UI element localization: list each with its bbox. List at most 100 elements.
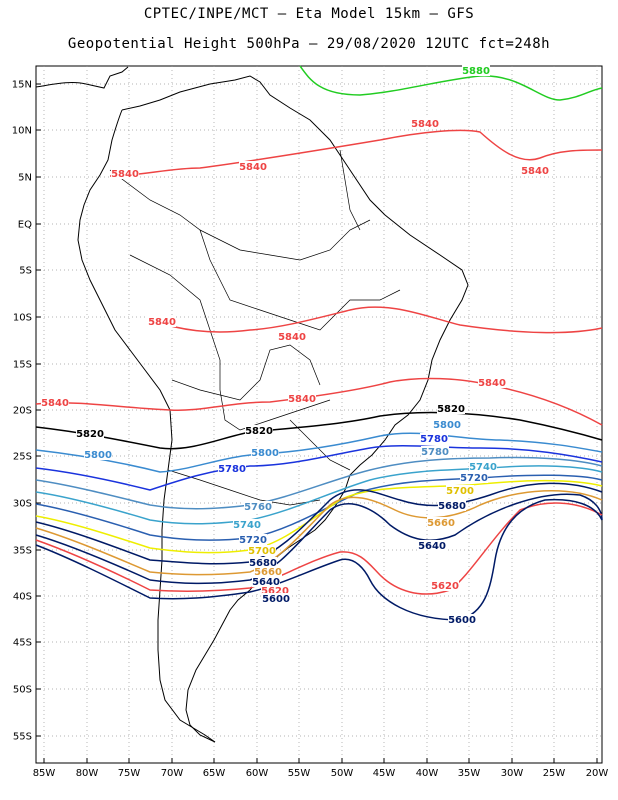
lon-label: 60W bbox=[246, 768, 269, 779]
contour-label-5780: 5780 bbox=[218, 464, 246, 475]
contour-label-5820: 5820 bbox=[437, 404, 465, 415]
contour-label-5840: 5840 bbox=[111, 169, 139, 180]
contour-label-bg bbox=[438, 500, 466, 511]
contour-label-bg bbox=[431, 580, 459, 591]
contour-label-bg bbox=[218, 463, 246, 474]
title-line-1: CPTEC/INPE/MCT – Eta Model 15km – GFS bbox=[143, 6, 475, 22]
contour-label-bg bbox=[244, 501, 272, 512]
lon-label: 20W bbox=[586, 768, 609, 779]
contour-label-5840: 5840 bbox=[239, 162, 267, 173]
longitude-labels: 85W 80W 75W 70W 65W 60W 55W 50W 45W 40W 35W 30W 25W 2… bbox=[33, 768, 609, 779]
contour-label-bg bbox=[427, 517, 455, 528]
contour-label-5820: 5820 bbox=[76, 429, 104, 440]
lat-label: 40S bbox=[13, 592, 32, 603]
contour-5600 bbox=[35, 498, 603, 621]
lat-label: 10S bbox=[13, 313, 32, 324]
contour-label-bg bbox=[261, 585, 289, 596]
lat-label: 35S bbox=[13, 546, 32, 557]
contour-label-5800: 5800 bbox=[433, 420, 461, 431]
contour-label-bg bbox=[420, 433, 448, 444]
contour-label-bg bbox=[245, 425, 273, 436]
contour-label-5640: 5640 bbox=[252, 577, 280, 588]
contour-label-bg bbox=[254, 566, 282, 577]
lat-label: 25S bbox=[13, 452, 32, 463]
contour-label-bg bbox=[76, 428, 104, 439]
contour-label-bg bbox=[249, 557, 277, 568]
contour-5780 bbox=[35, 445, 603, 491]
contour-label-bg bbox=[446, 485, 474, 496]
contour-label-bg bbox=[448, 614, 476, 625]
contour-5880 bbox=[299, 65, 603, 101]
contour-labels: 5880 5840 5840 5840 5840 5840 5840 5840 5840 5840… bbox=[41, 65, 549, 626]
contour-label-5700: 5700 bbox=[446, 486, 474, 497]
contour-label-5720: 5720 bbox=[460, 473, 488, 484]
contour-label-5660: 5660 bbox=[427, 518, 455, 529]
lon-label: 50W bbox=[331, 768, 354, 779]
lon-label: 35W bbox=[458, 768, 481, 779]
contour-label-5840: 5840 bbox=[521, 166, 549, 177]
contour-label-bg bbox=[251, 447, 279, 458]
grid-lines bbox=[36, 66, 602, 763]
contour-label-5800: 5800 bbox=[251, 448, 279, 459]
title-line-2: Geopotential Height 500hPa – 29/08/2020 … bbox=[67, 36, 551, 52]
contour-label-bg bbox=[421, 446, 449, 457]
contour-label-bg bbox=[418, 540, 446, 551]
contour-label-bg bbox=[252, 576, 280, 587]
contour-label-5700: 5700 bbox=[248, 546, 276, 557]
coastline bbox=[35, 66, 469, 743]
contour-5820 bbox=[35, 411, 603, 450]
contour-label-bg bbox=[521, 165, 549, 176]
lat-label: EQ bbox=[18, 220, 32, 231]
contour-label-bg bbox=[278, 331, 306, 342]
contour-label-bg bbox=[288, 393, 316, 404]
lon-label: 45W bbox=[373, 768, 396, 779]
contour-label-5840: 5840 bbox=[478, 378, 506, 389]
contour-label-bg bbox=[411, 118, 439, 129]
lon-label: 30W bbox=[501, 768, 524, 779]
contour-label-5620: 5620 bbox=[431, 581, 459, 592]
contour-label-5840: 5840 bbox=[278, 332, 306, 343]
axis-ticks bbox=[36, 83, 598, 763]
contour-label-5640: 5640 bbox=[418, 541, 446, 552]
contour-label-bg bbox=[437, 403, 465, 414]
lon-label: 25W bbox=[543, 768, 566, 779]
lon-label: 80W bbox=[76, 768, 99, 779]
contour-label-bg bbox=[41, 397, 69, 408]
lon-label: 70W bbox=[161, 768, 184, 779]
contour-label-5720: 5720 bbox=[239, 535, 267, 546]
lat-label: 5N bbox=[18, 173, 32, 184]
contour-5840-mid bbox=[149, 306, 603, 334]
contour-label-5740: 5740 bbox=[233, 520, 261, 531]
contour-label-5740: 5740 bbox=[469, 462, 497, 473]
latitude-labels: 15N 10N 5N EQ 5S 10S 15S 20S 25S 30S 35S 40S 45S 50S 5… bbox=[12, 80, 32, 743]
contour-label-5840: 5840 bbox=[411, 119, 439, 130]
contour-5640 bbox=[35, 493, 603, 585]
country-borders bbox=[109, 149, 401, 506]
lat-label: 5S bbox=[19, 266, 32, 277]
contour-label-bg bbox=[478, 377, 506, 388]
contour-label-bg bbox=[239, 161, 267, 172]
contour-label-bg bbox=[469, 461, 497, 472]
lat-label: 20S bbox=[13, 406, 32, 417]
contour-label-bg bbox=[248, 545, 276, 556]
contour-label-5620: 5620 bbox=[261, 586, 289, 597]
contour-label-5880: 5880 bbox=[462, 66, 490, 77]
lat-label: 45S bbox=[13, 638, 32, 649]
contour-label-bg bbox=[148, 316, 176, 327]
lat-label: 50S bbox=[13, 685, 32, 696]
contour-label-bg bbox=[262, 593, 290, 604]
contours bbox=[35, 65, 603, 621]
contour-label-5760: 5760 bbox=[244, 502, 272, 513]
contour-label-bg bbox=[111, 168, 139, 179]
contour-label-bg bbox=[84, 449, 112, 460]
lon-label: 75W bbox=[118, 768, 141, 779]
lat-label: 10N bbox=[12, 126, 32, 137]
contour-5620 bbox=[35, 502, 603, 595]
contour-5660 bbox=[35, 490, 603, 576]
contour-label-5680: 5680 bbox=[249, 558, 277, 569]
lon-label: 40W bbox=[416, 768, 439, 779]
lat-label: 15N bbox=[12, 80, 32, 91]
contour-label-5780: 5780 bbox=[421, 447, 449, 458]
contour-label-5820: 5820 bbox=[245, 426, 273, 437]
